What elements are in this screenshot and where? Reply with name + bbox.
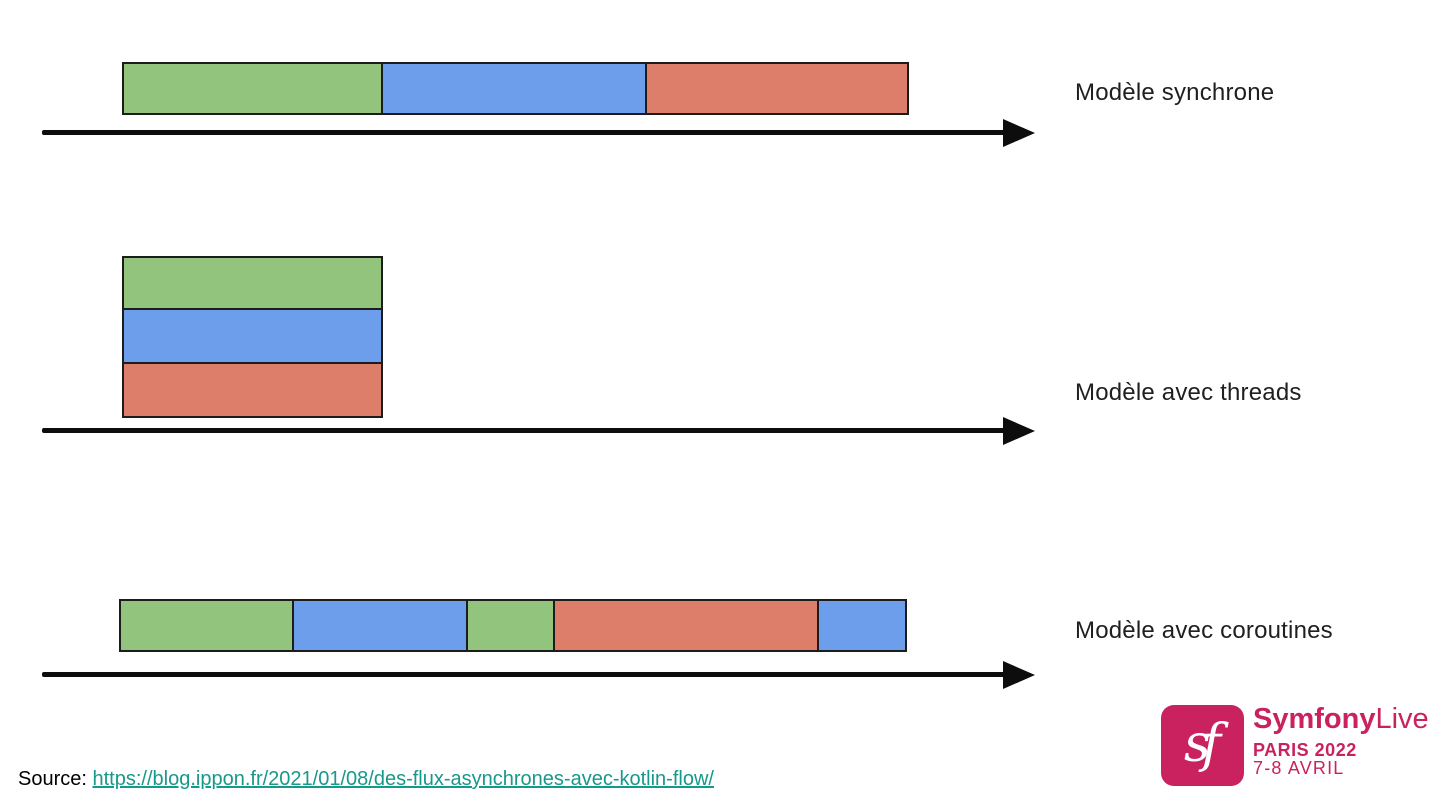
timeline-bar-synchrone (122, 62, 909, 115)
source-label: Source: (18, 768, 87, 790)
label-model-threads: Modèle avec threads (1075, 379, 1302, 406)
source-line: Source: https://blog.ippon.fr/2021/01/08… (18, 768, 714, 791)
task-segment-red (122, 362, 383, 418)
logo-brand-symfony: Symfony (1253, 703, 1376, 735)
timeline-arrow (42, 661, 1035, 689)
task-segment-green (119, 599, 294, 652)
task-segment-green (122, 62, 383, 115)
arrow-head-icon (1003, 417, 1035, 445)
logo-brand-live: Live (1375, 703, 1429, 735)
arrow-line (42, 428, 1007, 433)
timeline-bar-threads (122, 256, 383, 418)
timeline-bar-coroutines (119, 599, 907, 652)
symfony-logo-icon: sf (1161, 705, 1244, 786)
task-segment-blue (381, 62, 647, 115)
arrow-head-icon (1003, 661, 1035, 689)
task-segment-blue (817, 599, 907, 652)
sf-monogram-icon: sf (1184, 713, 1221, 774)
task-segment-red (553, 599, 819, 652)
arrow-line (42, 672, 1007, 677)
logo-event-dates: 7-8 AVRIL (1253, 758, 1345, 778)
task-segment-red (645, 62, 909, 115)
task-segment-blue (122, 308, 383, 364)
task-segment-green (466, 599, 555, 652)
arrow-head-icon (1003, 119, 1035, 147)
task-segment-blue (292, 599, 468, 652)
source-link[interactable]: https://blog.ippon.fr/2021/01/08/des-flu… (92, 768, 714, 790)
timeline-arrow (42, 417, 1035, 445)
logo-brand: SymfonyLive (1253, 703, 1429, 736)
logo-event-city-year: PARIS 2022 (1253, 740, 1357, 760)
task-segment-green (122, 256, 383, 310)
arrow-line (42, 130, 1007, 135)
label-model-coroutines: Modèle avec coroutines (1075, 617, 1333, 644)
label-model-synchrone: Modèle synchrone (1075, 79, 1275, 106)
timeline-arrow (42, 119, 1035, 147)
